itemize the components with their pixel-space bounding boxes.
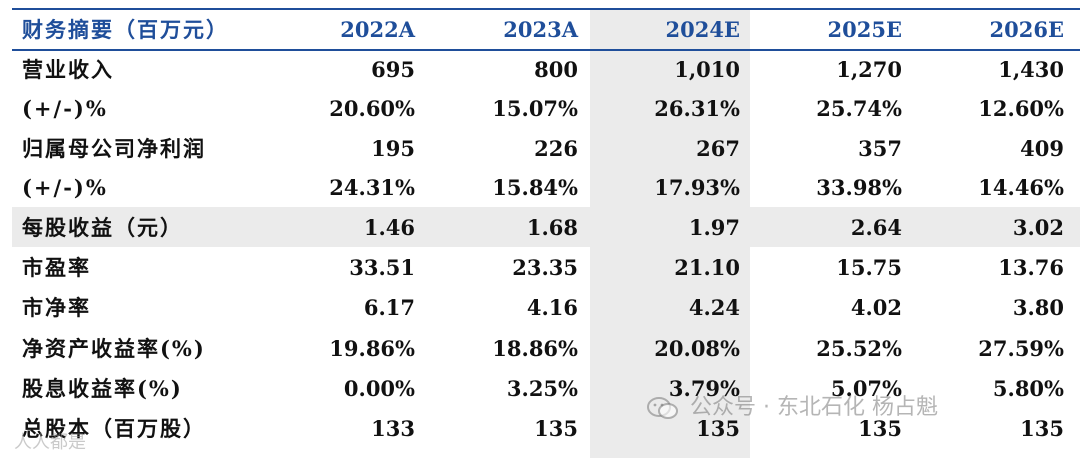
table-row: (+/-)% 24.31% 15.84% 17.93% 33.98% 14.46…: [0, 168, 1080, 208]
highlight-row-eps: [12, 207, 1080, 247]
table-cell: 135: [534, 416, 578, 441]
table-row: 净资产收益率(%) 19.86% 18.86% 20.08% 25.52% 27…: [0, 329, 1080, 369]
table-row: 营业收入 695 800 1,010 1,270 1,430: [0, 50, 1080, 90]
table-cell: 33.51: [349, 255, 415, 280]
table-cell: 15.07%: [492, 96, 578, 121]
table-cell: 18.86%: [492, 336, 578, 361]
table-cell: 12.60%: [978, 96, 1064, 121]
table-cell: 15.84%: [492, 175, 578, 200]
table-cell: 20.60%: [329, 96, 415, 121]
table-row: 股息收益率(%) 0.00% 3.25% 3.79% 5.07% 5.80%: [0, 369, 1080, 409]
row-label: 总股本（百万股）: [22, 416, 206, 441]
table-cell: 1,010: [674, 57, 740, 82]
row-label: 归属母公司净利润: [22, 136, 206, 161]
table-cell: 13.76: [998, 255, 1064, 280]
table-row: 归属母公司净利润 195 226 267 357 409: [0, 129, 1080, 169]
table-cell: 800: [534, 57, 578, 82]
row-label: (+/-)%: [22, 175, 108, 200]
table-cell: 1,430: [998, 57, 1064, 82]
table-cell: 135: [696, 416, 740, 441]
table-cell: 15.75: [836, 255, 902, 280]
table-row: (+/-)% 20.60% 15.07% 26.31% 25.74% 12.60…: [0, 89, 1080, 129]
table-cell: 3.79%: [668, 376, 740, 401]
table-cell: 27.59%: [978, 336, 1064, 361]
corner-watermark: 人人都是: [14, 432, 86, 453]
table-cell: 0.00%: [343, 376, 415, 401]
table-cell: 17.93%: [654, 175, 740, 200]
table-cell: 1,270: [836, 57, 902, 82]
table-cell: 3.02: [1012, 215, 1064, 240]
table-cell: 3.80: [1012, 295, 1064, 320]
row-label: 营业收入: [22, 57, 114, 82]
table-row: 市盈率 33.51 23.35 21.10 15.75 13.76: [0, 248, 1080, 288]
top-rule: [12, 8, 1080, 10]
wechat-icon: [647, 397, 678, 419]
table-cell: 226: [534, 136, 578, 161]
table-cell: 25.74%: [816, 96, 902, 121]
table-cell: 1.46: [363, 215, 415, 240]
table-cell: 5.07%: [830, 376, 902, 401]
table-cell: 1.68: [526, 215, 578, 240]
year-header: 2025E: [827, 17, 902, 42]
row-label: 市盈率: [22, 255, 91, 280]
table-cell: 4.16: [526, 295, 578, 320]
row-label: (+/-)%: [22, 96, 108, 121]
table-cell: 21.10: [674, 255, 740, 280]
header-rule: [12, 49, 1080, 51]
table-cell: 695: [371, 57, 415, 82]
table-title: 财务摘要（百万元）: [22, 17, 229, 42]
year-header: 2022A: [340, 17, 415, 42]
table-row: 市净率 6.17 4.16 4.24 4.02 3.80: [0, 288, 1080, 328]
table-cell: 5.80%: [992, 376, 1064, 401]
table-cell: 135: [858, 416, 902, 441]
table-cell: 25.52%: [816, 336, 902, 361]
year-header: 2023A: [503, 17, 578, 42]
table-cell: 267: [696, 136, 740, 161]
table-cell: 6.17: [363, 295, 415, 320]
table-cell: 3.25%: [506, 376, 578, 401]
row-label: 每股收益（元）: [22, 215, 183, 240]
table-cell: 33.98%: [816, 175, 902, 200]
table-cell: 14.46%: [978, 175, 1064, 200]
table-cell: 19.86%: [329, 336, 415, 361]
table-cell: 4.24: [688, 295, 740, 320]
table-cell: 2.64: [850, 215, 902, 240]
watermark-text: 公众号 · 东北石化 杨占魁: [690, 395, 938, 420]
table-cell: 133: [371, 416, 415, 441]
row-label: 市净率: [22, 295, 91, 320]
table-cell: 357: [858, 136, 902, 161]
table-cell: 4.02: [850, 295, 902, 320]
header-row: 财务摘要（百万元） 2022A 2023A 2024E 2025E 2026E: [0, 10, 1080, 50]
year-header: 2024E: [665, 17, 740, 42]
table-cell: 135: [1020, 416, 1064, 441]
table-cell: 23.35: [512, 255, 578, 280]
table-cell: 195: [371, 136, 415, 161]
row-label: 净资产收益率(%): [22, 336, 206, 361]
table-row: 每股收益（元） 1.46 1.68 1.97 2.64 3.02: [0, 208, 1080, 248]
table-cell: 409: [1020, 136, 1064, 161]
table-cell: 1.97: [688, 215, 740, 240]
table-cell: 20.08%: [654, 336, 740, 361]
year-header: 2026E: [989, 17, 1064, 42]
table-cell: 26.31%: [654, 96, 740, 121]
table-cell: 24.31%: [329, 175, 415, 200]
row-label: 股息收益率(%): [22, 376, 183, 401]
table-row: 总股本（百万股） 133 135 135 135 135: [0, 409, 1080, 449]
